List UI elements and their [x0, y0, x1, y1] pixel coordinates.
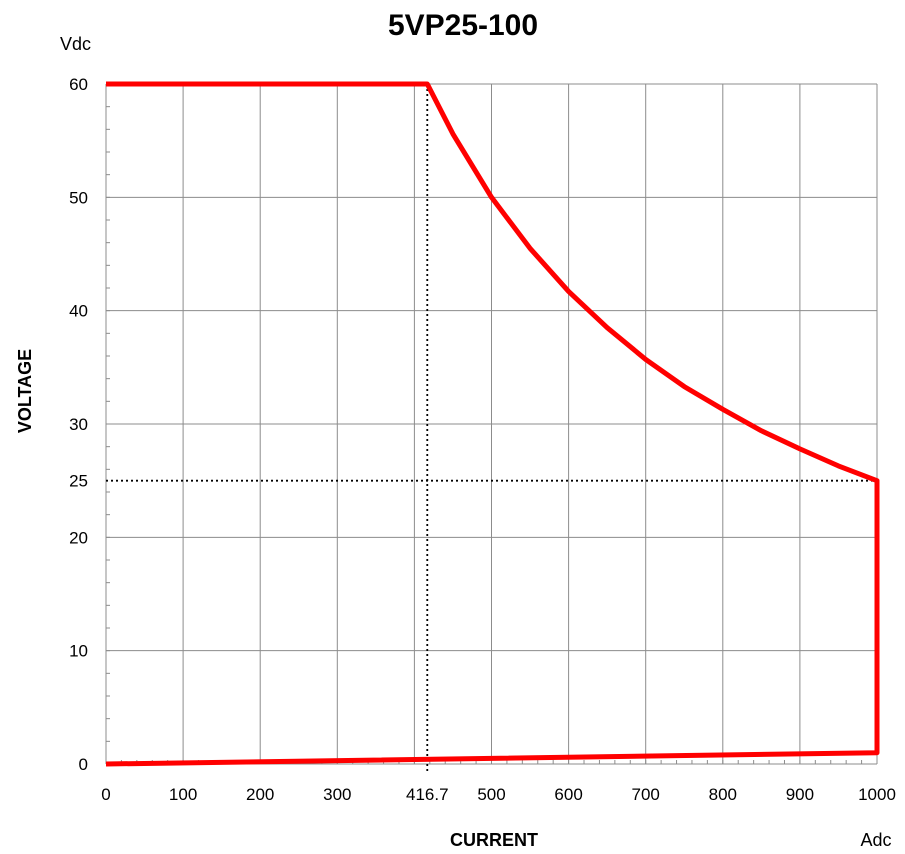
x-tick-label: 1000: [858, 785, 896, 804]
x-tick-label: 800: [709, 785, 737, 804]
x-tick-label: 0: [101, 785, 110, 804]
y-tick-labels: 0 10 20 25 30 40 50 60: [69, 75, 88, 774]
x-tick-label: 416.7: [406, 785, 449, 804]
y-unit-label: Vdc: [60, 34, 91, 54]
series-layer: [105, 81, 880, 767]
x-tick-labels: 0 100 200 300 416.7 500 600 700 800 900 1000: [101, 785, 896, 804]
x-tick-label: 700: [632, 785, 660, 804]
x-tick-label: 100: [169, 785, 197, 804]
x-axis-title: CURRENT: [450, 830, 538, 850]
x-tick-label: 900: [786, 785, 814, 804]
reference-lines: [106, 84, 877, 772]
y-tick-label: 10: [69, 642, 88, 661]
chart-title: 5VP25-100: [388, 9, 538, 42]
x-tick-label: 500: [477, 785, 505, 804]
x-tick-label: 200: [246, 785, 274, 804]
y-tick-label: 50: [69, 188, 88, 207]
x-unit-label: Adc: [860, 830, 891, 850]
series-line: [105, 81, 880, 767]
y-tick-label: 25: [69, 472, 88, 491]
y-tick-label: 40: [69, 302, 88, 321]
y-tick-label: 0: [79, 755, 88, 774]
y-tick-label: 20: [69, 528, 88, 547]
y-axis-title: VOLTAGE: [15, 349, 35, 433]
x-tick-label: 300: [323, 785, 351, 804]
x-tick-label: 600: [554, 785, 582, 804]
grid: [105, 83, 878, 765]
y-tick-label: 60: [69, 75, 88, 94]
y-tick-label: 30: [69, 415, 88, 434]
